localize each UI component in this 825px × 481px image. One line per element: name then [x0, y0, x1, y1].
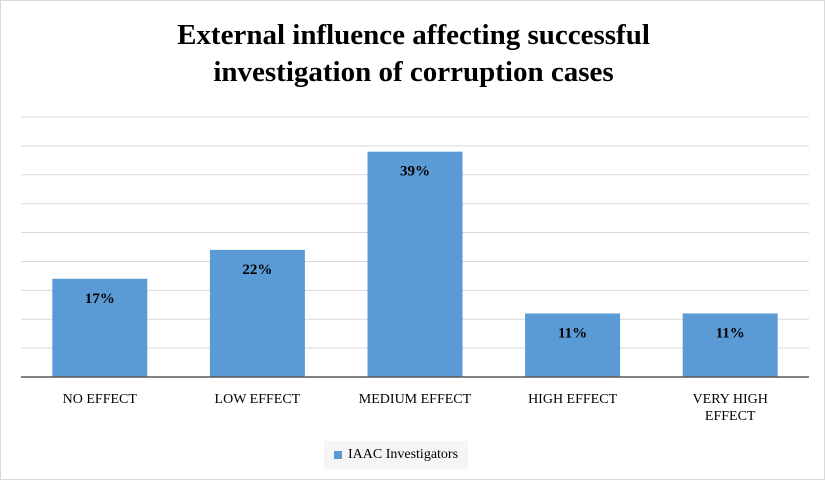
bar	[367, 151, 463, 377]
chart-title-line-2: investigation of corruption cases	[213, 56, 614, 88]
data-label: 11%	[558, 325, 587, 341]
bar	[209, 249, 305, 377]
x-tick-label: EFFECT	[705, 409, 756, 424]
chart-title: External influence affecting successful …	[1, 17, 825, 91]
legend: IAAC Investigators	[324, 441, 469, 469]
x-tick-label: VERY HIGH	[693, 392, 768, 407]
data-label: 17%	[85, 291, 115, 307]
data-label: 39%	[400, 164, 430, 180]
x-tick-label: MEDIUM EFFECT	[359, 392, 472, 407]
x-tick-label: LOW EFFECT	[215, 392, 301, 407]
legend-swatch	[334, 451, 342, 459]
data-label: 11%	[716, 325, 745, 341]
bar	[52, 278, 148, 377]
x-tick-label: NO EFFECT	[63, 392, 138, 407]
data-label: 22%	[242, 262, 272, 278]
chart-title-line-1: External influence affecting successful	[177, 19, 650, 51]
bars	[52, 151, 778, 377]
data-labels: 17% 22% 39% 11% 11%	[85, 164, 745, 342]
x-axis: NO EFFECT LOW EFFECT MEDIUM EFFECT HIGH EFF…	[21, 376, 809, 424]
legend-label: IAAC Investigators	[348, 447, 459, 462]
bar	[682, 313, 778, 377]
x-tick-label: HIGH EFFECT	[528, 392, 618, 407]
bar	[525, 313, 621, 377]
